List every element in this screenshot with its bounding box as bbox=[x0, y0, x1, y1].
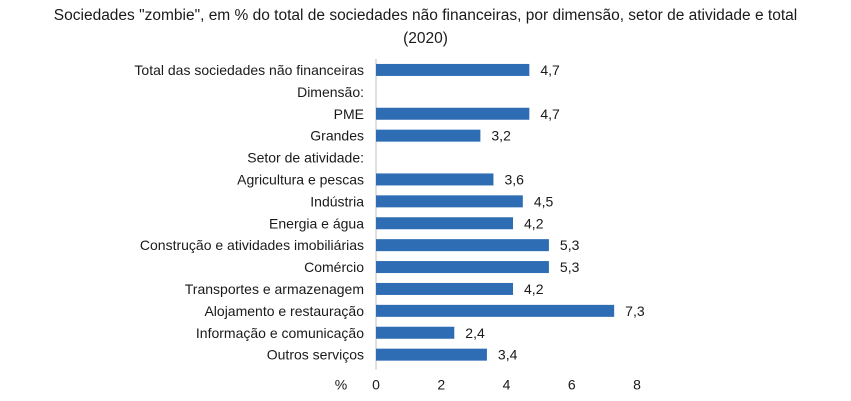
data-label: 5,3 bbox=[560, 237, 580, 253]
data-label: 3,2 bbox=[491, 128, 511, 144]
category-label: Outros serviços bbox=[267, 347, 364, 363]
category-label: Agricultura e pescas bbox=[237, 171, 364, 187]
bar bbox=[376, 63, 530, 76]
x-tick-label: 0 bbox=[372, 377, 380, 393]
bar bbox=[376, 107, 530, 120]
category-label: Informação e comunicação bbox=[196, 325, 364, 341]
data-label: 5,3 bbox=[560, 259, 580, 275]
bar bbox=[376, 261, 549, 274]
category-label: Alojamento e restauração bbox=[204, 303, 364, 319]
data-label: 4,2 bbox=[524, 215, 544, 231]
category-label: Construção e atividades imobiliárias bbox=[140, 237, 364, 253]
category-label: Indústria bbox=[310, 193, 364, 209]
category-label: Grandes bbox=[310, 128, 364, 144]
data-label: 3,6 bbox=[504, 171, 524, 187]
x-tick-label: 2 bbox=[437, 377, 445, 393]
data-label: 4,7 bbox=[540, 106, 560, 122]
x-tick-label: 4 bbox=[503, 377, 511, 393]
data-label: 3,4 bbox=[498, 347, 518, 363]
category-label: Comércio bbox=[304, 259, 364, 275]
category-label: Dimensão: bbox=[297, 84, 364, 100]
bar bbox=[376, 195, 523, 208]
chart-title-line-2: (2020) bbox=[403, 30, 448, 47]
x-tick-label: 8 bbox=[633, 377, 641, 393]
x-tick-label: 6 bbox=[568, 377, 576, 393]
bar bbox=[376, 348, 487, 361]
chart-title-line-1: Sociedades "zombie", em % do total de so… bbox=[53, 7, 798, 24]
category-label: Setor de atividade: bbox=[247, 150, 364, 166]
bar bbox=[376, 129, 481, 142]
data-label: 4,5 bbox=[534, 193, 554, 209]
data-label: 4,2 bbox=[524, 281, 544, 297]
bar bbox=[376, 217, 514, 230]
bar bbox=[376, 304, 615, 317]
category-label: Energia e água bbox=[269, 215, 364, 231]
category-label: PME bbox=[334, 106, 364, 122]
bar bbox=[376, 173, 494, 186]
bar bbox=[376, 326, 455, 339]
category-label: Transportes e armazenagem bbox=[185, 281, 364, 297]
data-label: 4,7 bbox=[540, 62, 560, 78]
data-label: 7,3 bbox=[625, 303, 645, 319]
bar bbox=[376, 282, 514, 295]
category-label: Total das sociedades não financeiras bbox=[134, 62, 364, 78]
data-label: 2,4 bbox=[465, 325, 485, 341]
bar bbox=[376, 239, 549, 252]
x-axis-label: % bbox=[335, 377, 347, 393]
